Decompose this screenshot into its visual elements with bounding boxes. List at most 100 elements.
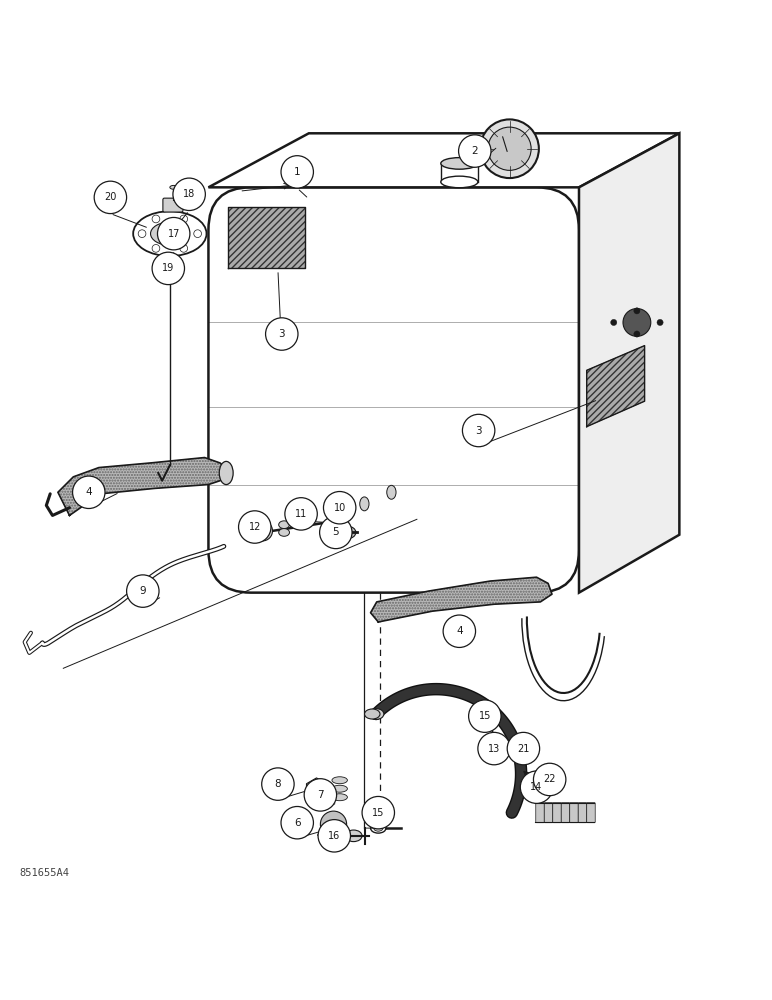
Circle shape <box>180 245 188 252</box>
Text: 15: 15 <box>479 711 491 721</box>
Circle shape <box>281 156 313 188</box>
Text: 5: 5 <box>333 527 339 537</box>
Ellipse shape <box>441 176 478 188</box>
Ellipse shape <box>219 461 233 485</box>
Ellipse shape <box>371 823 386 833</box>
Circle shape <box>611 319 617 326</box>
Circle shape <box>318 820 350 852</box>
FancyBboxPatch shape <box>570 803 578 823</box>
PathPatch shape <box>208 133 679 187</box>
Text: 8: 8 <box>275 779 281 789</box>
Circle shape <box>138 230 146 238</box>
Text: 2: 2 <box>472 146 478 156</box>
Ellipse shape <box>279 529 290 536</box>
FancyBboxPatch shape <box>163 198 183 212</box>
Circle shape <box>462 414 495 447</box>
Text: 15: 15 <box>372 808 384 818</box>
Circle shape <box>623 309 651 336</box>
Circle shape <box>285 498 317 530</box>
Ellipse shape <box>345 830 362 842</box>
Polygon shape <box>371 577 552 622</box>
Circle shape <box>304 779 337 811</box>
Polygon shape <box>587 346 645 427</box>
FancyBboxPatch shape <box>561 803 570 823</box>
FancyBboxPatch shape <box>587 803 595 823</box>
Circle shape <box>520 771 553 803</box>
Circle shape <box>507 732 540 765</box>
Text: 13: 13 <box>488 744 500 754</box>
Ellipse shape <box>441 158 478 169</box>
Text: 9: 9 <box>140 586 146 596</box>
Ellipse shape <box>279 521 290 529</box>
Text: 7: 7 <box>317 790 323 800</box>
Circle shape <box>443 615 476 647</box>
FancyBboxPatch shape <box>544 803 553 823</box>
Text: 18: 18 <box>183 189 195 199</box>
Text: 11: 11 <box>295 509 307 519</box>
Circle shape <box>262 768 294 800</box>
Text: 1: 1 <box>294 167 300 177</box>
Text: 16: 16 <box>328 831 340 841</box>
Circle shape <box>281 806 313 839</box>
Text: 3: 3 <box>279 329 285 339</box>
Text: 20: 20 <box>104 192 117 202</box>
Ellipse shape <box>339 526 356 539</box>
FancyBboxPatch shape <box>536 803 544 823</box>
Ellipse shape <box>133 211 206 256</box>
Ellipse shape <box>170 185 178 189</box>
Circle shape <box>239 511 271 543</box>
Text: 19: 19 <box>162 263 174 273</box>
Circle shape <box>173 178 205 211</box>
Polygon shape <box>228 207 305 268</box>
Ellipse shape <box>151 222 189 245</box>
Ellipse shape <box>387 485 396 499</box>
Ellipse shape <box>332 785 347 792</box>
Circle shape <box>266 318 298 350</box>
Circle shape <box>320 811 347 837</box>
Circle shape <box>362 796 394 829</box>
Ellipse shape <box>368 709 384 719</box>
Circle shape <box>94 181 127 214</box>
Text: 14: 14 <box>530 782 543 792</box>
Text: 21: 21 <box>517 744 530 754</box>
FancyBboxPatch shape <box>578 803 587 823</box>
Circle shape <box>252 521 273 541</box>
Polygon shape <box>58 458 232 515</box>
Ellipse shape <box>360 497 369 511</box>
Text: 851655A4: 851655A4 <box>19 868 69 878</box>
Circle shape <box>73 476 105 508</box>
Circle shape <box>469 700 501 732</box>
Circle shape <box>634 331 640 337</box>
Ellipse shape <box>299 514 316 525</box>
Circle shape <box>152 245 160 252</box>
Circle shape <box>157 217 190 250</box>
Circle shape <box>152 215 160 223</box>
Text: 10: 10 <box>334 503 346 513</box>
Text: 17: 17 <box>168 229 180 239</box>
Text: 22: 22 <box>543 774 556 784</box>
PathPatch shape <box>579 133 679 593</box>
Ellipse shape <box>374 825 383 831</box>
Circle shape <box>657 319 663 326</box>
Circle shape <box>478 732 510 765</box>
Circle shape <box>323 492 356 524</box>
Circle shape <box>194 230 201 238</box>
Text: 4: 4 <box>456 626 462 636</box>
Text: 12: 12 <box>249 522 261 532</box>
PathPatch shape <box>208 187 579 593</box>
Circle shape <box>480 119 539 178</box>
Text: 3: 3 <box>476 426 482 436</box>
Ellipse shape <box>332 777 347 784</box>
Text: 4: 4 <box>86 487 92 497</box>
Ellipse shape <box>332 794 347 801</box>
Circle shape <box>488 127 531 170</box>
Circle shape <box>533 763 566 796</box>
Circle shape <box>459 135 491 167</box>
Ellipse shape <box>364 709 380 719</box>
Circle shape <box>180 215 188 223</box>
Circle shape <box>634 308 640 314</box>
Circle shape <box>320 516 352 549</box>
FancyBboxPatch shape <box>553 803 561 823</box>
Circle shape <box>152 252 185 285</box>
Circle shape <box>127 575 159 607</box>
